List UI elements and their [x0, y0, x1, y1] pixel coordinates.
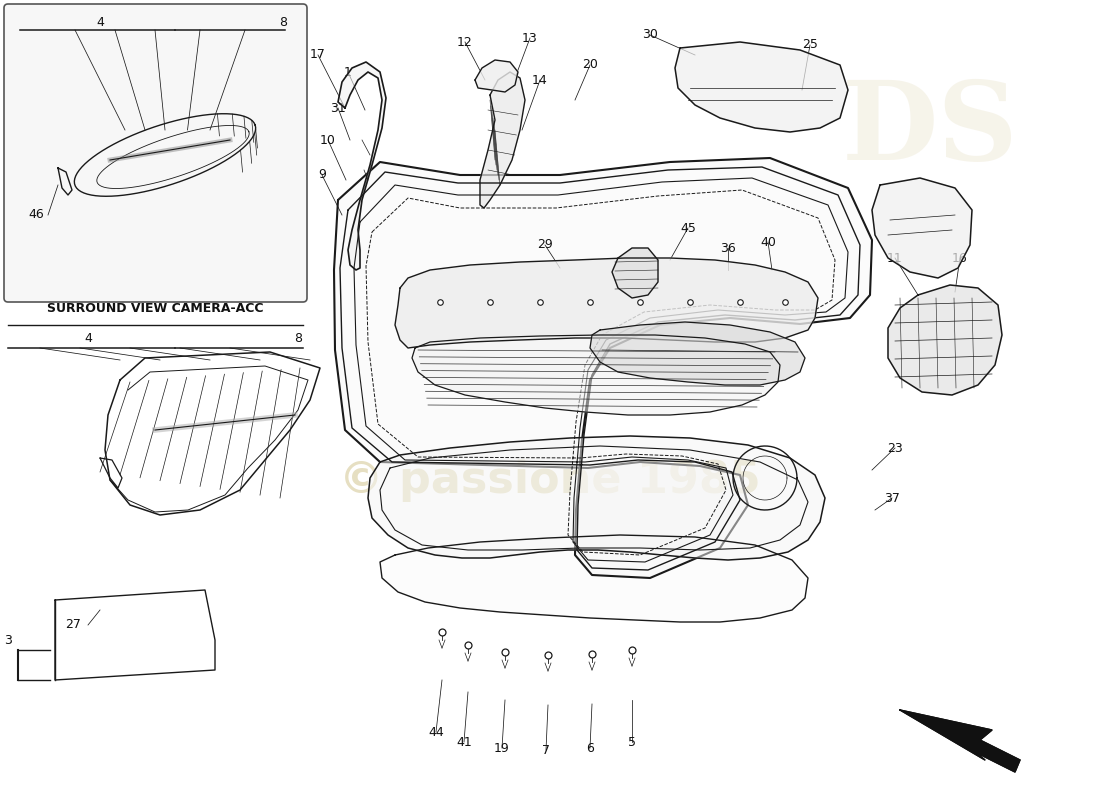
- Text: 23: 23: [887, 442, 903, 454]
- Polygon shape: [590, 322, 805, 385]
- Polygon shape: [888, 285, 1002, 395]
- Polygon shape: [395, 258, 818, 348]
- Polygon shape: [872, 178, 972, 278]
- Polygon shape: [334, 158, 872, 578]
- Text: 29: 29: [537, 238, 553, 251]
- Text: SURROUND VIEW CAMERA-ACC: SURROUND VIEW CAMERA-ACC: [46, 302, 263, 314]
- Text: 31: 31: [330, 102, 345, 114]
- Text: 1: 1: [344, 66, 352, 78]
- Text: 14: 14: [532, 74, 548, 86]
- Text: DS: DS: [842, 77, 1019, 183]
- Polygon shape: [900, 710, 1020, 772]
- Text: 5: 5: [628, 735, 636, 749]
- Text: 27: 27: [65, 618, 81, 631]
- Text: 6: 6: [586, 742, 594, 754]
- Polygon shape: [675, 42, 848, 132]
- Polygon shape: [612, 248, 658, 298]
- Polygon shape: [412, 335, 780, 415]
- Polygon shape: [480, 72, 525, 208]
- Text: 11: 11: [887, 251, 903, 265]
- Text: 20: 20: [582, 58, 598, 71]
- Text: 30: 30: [642, 29, 658, 42]
- Text: 12: 12: [458, 35, 473, 49]
- Text: 8: 8: [294, 331, 302, 345]
- Polygon shape: [379, 535, 808, 622]
- Text: 44: 44: [428, 726, 444, 738]
- Text: 10: 10: [320, 134, 336, 146]
- Text: 8: 8: [279, 15, 287, 29]
- Polygon shape: [338, 62, 386, 270]
- Polygon shape: [475, 60, 518, 92]
- Polygon shape: [368, 436, 825, 560]
- Text: 45: 45: [680, 222, 696, 234]
- Text: © passione 1985: © passione 1985: [339, 458, 761, 502]
- FancyBboxPatch shape: [4, 4, 307, 302]
- Text: 19: 19: [494, 742, 510, 754]
- Text: 4: 4: [96, 15, 103, 29]
- Text: 40: 40: [760, 235, 775, 249]
- Text: 25: 25: [802, 38, 818, 51]
- Text: 17: 17: [310, 49, 326, 62]
- Text: 37: 37: [884, 491, 900, 505]
- Text: 9: 9: [318, 169, 326, 182]
- Text: 4: 4: [84, 331, 92, 345]
- Text: 7: 7: [542, 743, 550, 757]
- Text: 41: 41: [456, 735, 472, 749]
- Text: 13: 13: [522, 31, 538, 45]
- Text: 16: 16: [953, 251, 968, 265]
- Text: 3: 3: [4, 634, 12, 647]
- Text: 46: 46: [28, 209, 44, 222]
- Text: 36: 36: [720, 242, 736, 254]
